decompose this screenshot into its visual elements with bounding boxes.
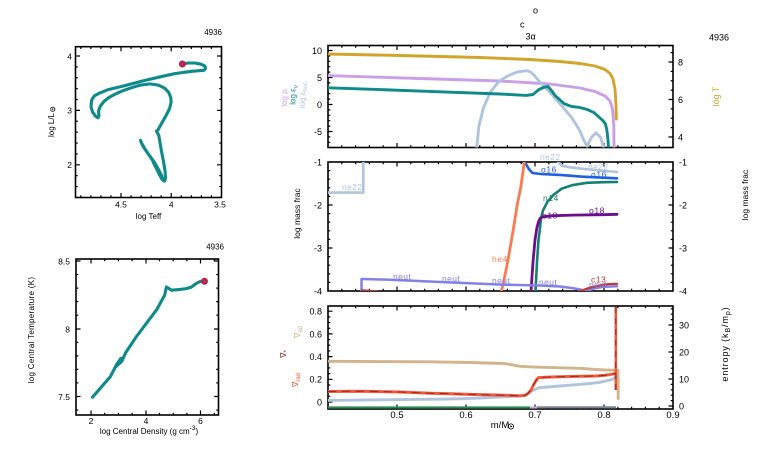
svg-text:3: 3 xyxy=(67,106,72,116)
svg-text:log Teff: log Teff xyxy=(136,212,162,221)
svg-text:-1: -1 xyxy=(679,157,687,167)
svg-text:c13: c13 xyxy=(591,275,607,285)
svg-text:log εnuc: log εnuc xyxy=(298,82,309,108)
svg-text:0.6: 0.6 xyxy=(459,410,472,421)
svg-text:7.5: 7.5 xyxy=(58,392,70,402)
svg-text:n14: n14 xyxy=(543,193,559,203)
svg-text:4: 4 xyxy=(678,132,683,142)
svg-text:4936: 4936 xyxy=(709,33,729,43)
svg-text:4936: 4936 xyxy=(204,28,222,37)
svg-text:4: 4 xyxy=(67,51,72,61)
svg-text:0.6: 0.6 xyxy=(309,329,322,339)
svg-text:30: 30 xyxy=(679,320,689,330)
svg-text:0.2: 0.2 xyxy=(309,375,322,385)
svg-text:-2: -2 xyxy=(314,200,322,210)
svg-text:0.5: 0.5 xyxy=(390,410,403,421)
svg-text:neut: neut xyxy=(589,280,607,290)
svg-text:10: 10 xyxy=(679,374,689,384)
svg-text:neut: neut xyxy=(539,277,557,287)
svg-text:o16: o16 xyxy=(541,165,557,175)
svg-text:4: 4 xyxy=(144,416,149,426)
svg-text:0: 0 xyxy=(317,100,322,110)
svg-text:he4: he4 xyxy=(492,254,508,264)
svg-text:-2: -2 xyxy=(679,200,687,210)
svg-text:log T: log T xyxy=(711,86,721,106)
svg-text:neut: neut xyxy=(393,272,411,282)
svg-text:6: 6 xyxy=(198,416,203,426)
svg-text:20: 20 xyxy=(679,347,689,357)
svg-text:neut: neut xyxy=(442,274,460,284)
svg-text:log εν: log εν xyxy=(289,85,300,104)
svg-text:0.7: 0.7 xyxy=(528,410,541,421)
svg-text:-3: -3 xyxy=(679,243,687,253)
svg-text:3α: 3α xyxy=(526,32,536,42)
svg-text:0.9: 0.9 xyxy=(666,410,679,421)
svg-text:o18: o18 xyxy=(542,211,558,221)
svg-text:-5: -5 xyxy=(314,127,322,137)
svg-text:0: 0 xyxy=(679,401,684,411)
svg-text:2: 2 xyxy=(89,416,94,426)
svg-text:0: 0 xyxy=(317,397,322,407)
svg-text:4: 4 xyxy=(169,200,174,210)
svg-text:entropy (kB/mp): entropy (kB/mp) xyxy=(720,306,732,381)
svg-text:-3: -3 xyxy=(314,243,322,253)
svg-text:ne22: ne22 xyxy=(540,152,561,162)
svg-text:neut: neut xyxy=(492,276,510,286)
svg-text:∇ad: ∇ad xyxy=(293,326,304,339)
svg-text:-4: -4 xyxy=(314,286,322,296)
svg-text:log mass frac: log mass frac xyxy=(292,187,302,238)
svg-text:5: 5 xyxy=(317,73,322,83)
svg-text:-4: -4 xyxy=(679,286,687,296)
svg-text:ne22: ne22 xyxy=(588,162,609,172)
svg-text:6: 6 xyxy=(678,95,683,105)
svg-text:o16: o16 xyxy=(591,170,607,180)
svg-text:m/M: m/M xyxy=(491,420,510,431)
svg-text:log mass frac: log mass frac xyxy=(740,169,750,220)
svg-text:log Central Temperature (K): log Central Temperature (K) xyxy=(27,277,36,384)
svg-text:log Central Density (g cm-3): log Central Density (g cm-3) xyxy=(100,425,199,436)
svg-text:∇rad: ∇rad xyxy=(291,373,302,388)
svg-text:∇*: ∇* xyxy=(279,349,290,358)
svg-text:10: 10 xyxy=(312,46,322,56)
svg-text:o: o xyxy=(533,6,538,16)
svg-text:8.5: 8.5 xyxy=(58,256,70,266)
svg-text:8: 8 xyxy=(65,324,70,334)
svg-text:4.5: 4.5 xyxy=(115,200,127,210)
svg-text:3.5: 3.5 xyxy=(214,200,226,210)
svg-text:0.4: 0.4 xyxy=(309,352,322,362)
svg-text:c: c xyxy=(520,20,525,30)
svg-text:ne22: ne22 xyxy=(342,182,363,192)
svg-text:log L/L: log L/L xyxy=(47,112,56,137)
svg-text:2: 2 xyxy=(67,160,72,170)
svg-text:8: 8 xyxy=(678,57,683,67)
svg-text:log ρ: log ρ xyxy=(280,89,289,107)
svg-text:4936: 4936 xyxy=(206,243,224,252)
svg-text:o18: o18 xyxy=(589,206,605,216)
svg-text:-1: -1 xyxy=(314,157,322,167)
svg-text:0.8: 0.8 xyxy=(597,410,610,421)
svg-text:0.8: 0.8 xyxy=(309,307,322,317)
